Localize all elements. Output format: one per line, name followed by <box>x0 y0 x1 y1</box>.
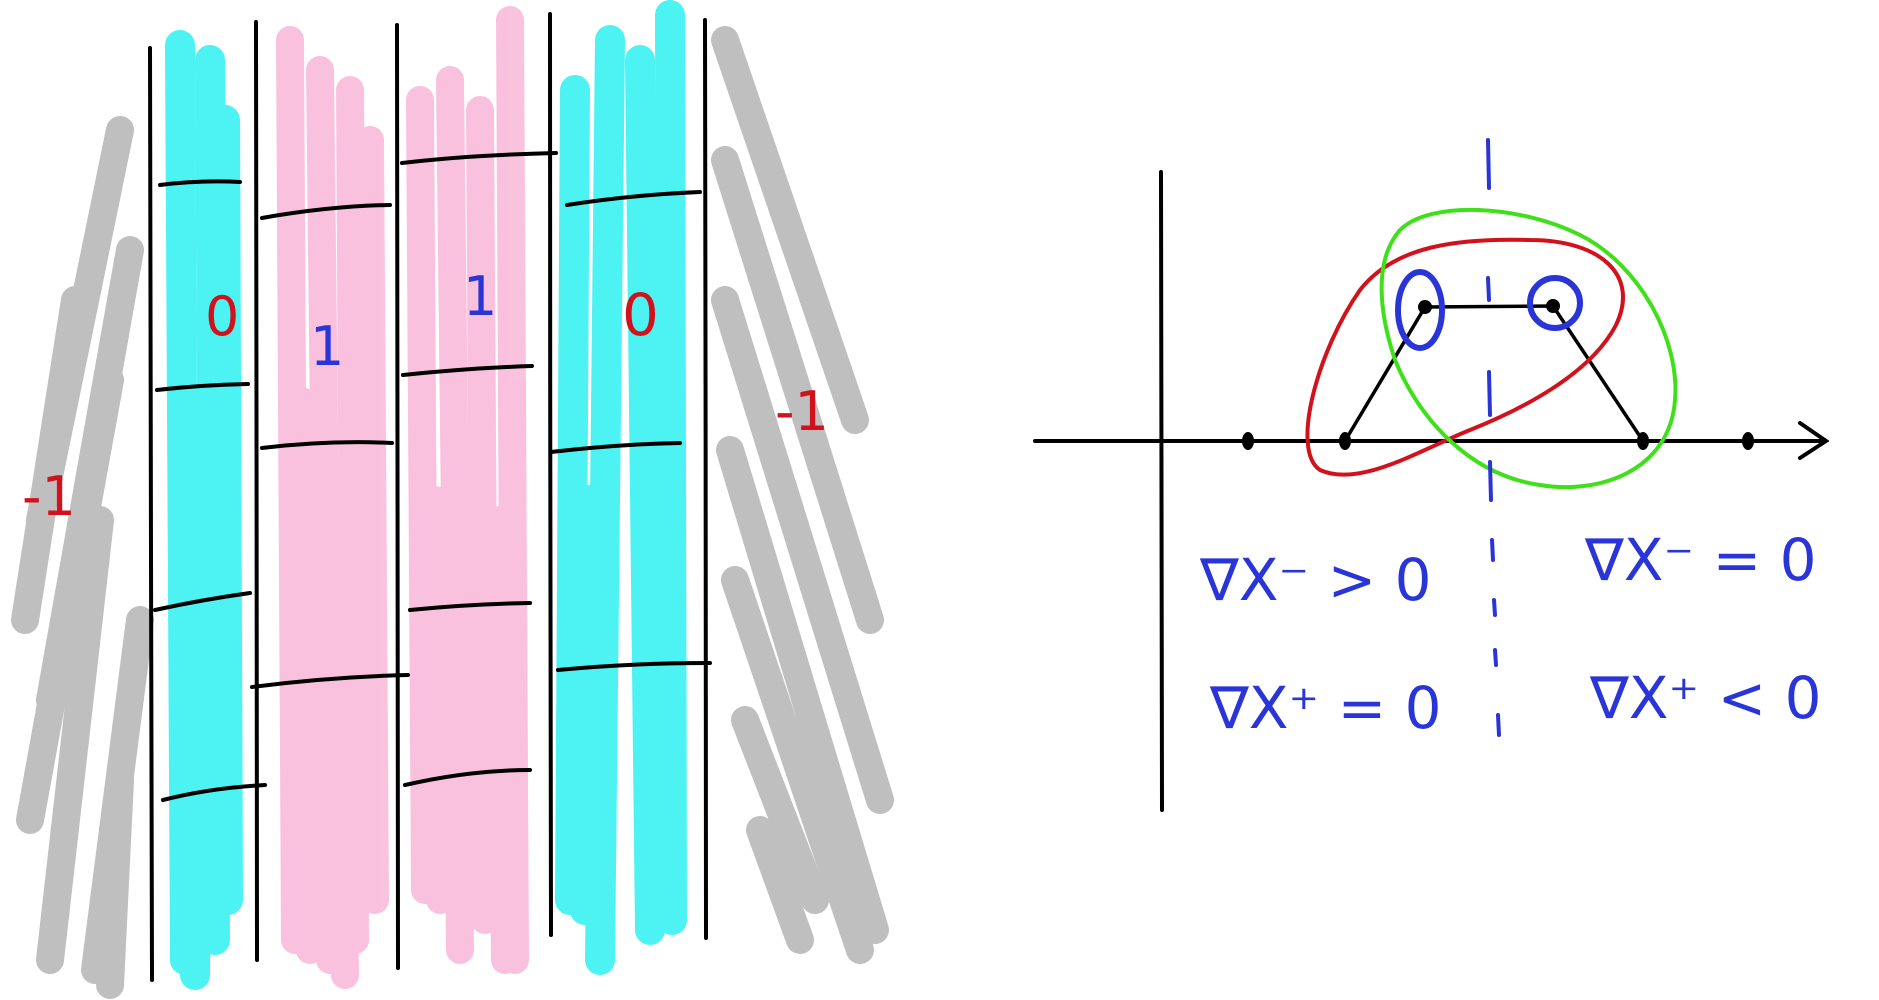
strip-label-2: 1 <box>310 315 344 378</box>
dashed-divider <box>1488 140 1499 735</box>
eq-right-bottom: ∇X⁺ < 0 <box>1589 664 1822 732</box>
strip-label-4: 0 <box>622 281 659 349</box>
pink-strip-1 <box>290 40 375 975</box>
outer-left-label: -1 <box>22 465 76 528</box>
strip-label-1: 0 <box>205 285 239 348</box>
right-panel: ∇X⁻ > 0 ∇X⁺ = 0 ∇X⁻ = 0 ∇X⁺ < 0 <box>1035 140 1826 810</box>
y-axis <box>1161 172 1162 810</box>
left-gray-region <box>25 130 140 985</box>
right-gray-region <box>725 40 880 950</box>
outer-right-label: -1 <box>775 380 829 443</box>
strip-label-3: 1 <box>463 265 497 328</box>
left-panel: -1 0 1 1 0 -1 <box>22 14 880 985</box>
cyan-strip-2 <box>570 15 672 960</box>
eq-left-top: ∇X⁻ > 0 <box>1199 546 1432 614</box>
eq-left-bottom: ∇X⁺ = 0 <box>1209 674 1442 742</box>
cyan-strip-1 <box>180 45 228 975</box>
equations: ∇X⁻ > 0 ∇X⁺ = 0 ∇X⁻ = 0 ∇X⁺ < 0 <box>1199 526 1822 742</box>
eq-right-top: ∇X⁻ = 0 <box>1584 526 1817 594</box>
